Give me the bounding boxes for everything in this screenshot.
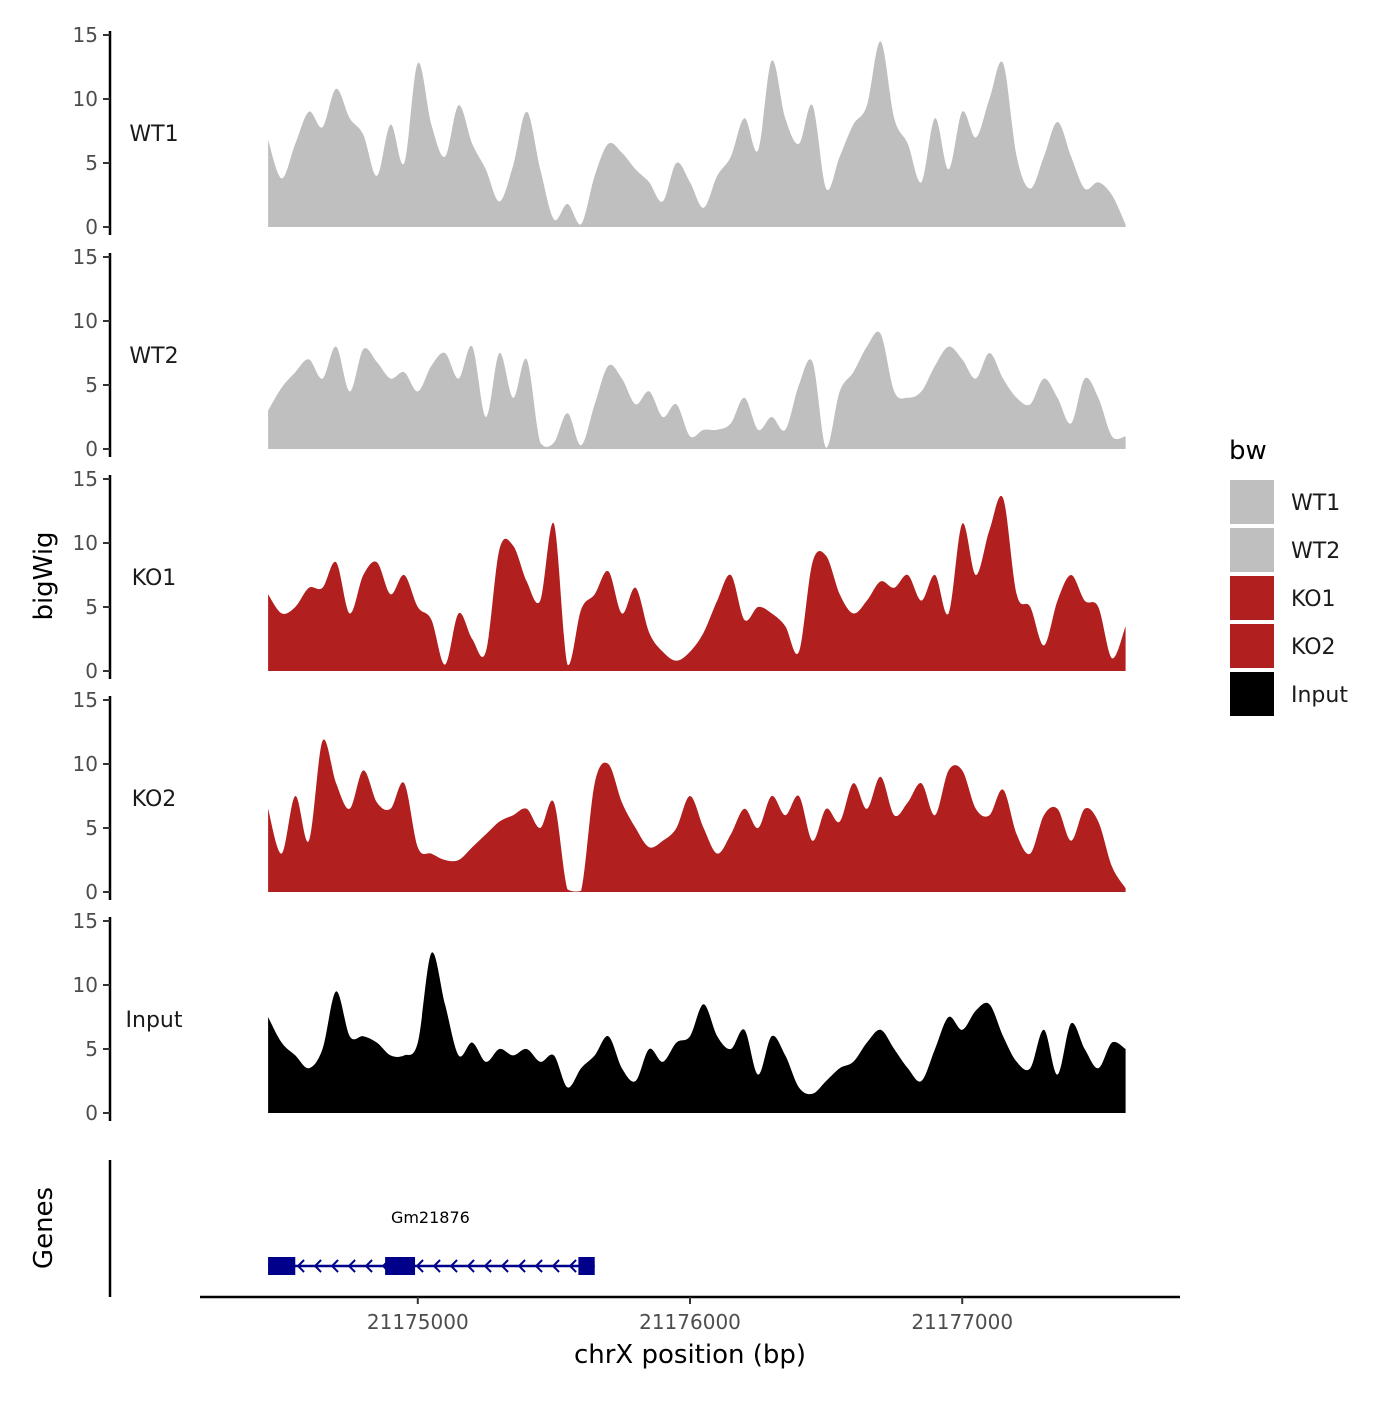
legend-swatch [1230,576,1274,620]
y-tick-label: 5 [85,595,98,619]
strand-arrow [415,1259,424,1273]
gene-exon [578,1257,595,1275]
signal-area-wt1 [268,41,1126,227]
strand-arrow [500,1259,509,1273]
strand-arrow [449,1259,458,1273]
gene-track: Gm21876 [108,1160,595,1297]
y-tick-label: 15 [73,909,98,933]
legend-swatch [1230,480,1274,524]
track-wt2: 0 5 10 15 WT2 [73,245,1126,461]
y-tick-label: 5 [85,373,98,397]
y-tick-label: 5 [85,816,98,840]
track-label: KO2 [132,787,177,812]
strand-arrow [330,1259,339,1273]
y-tick-label: 10 [73,87,98,111]
gene-gm21876: Gm21876 [268,1208,595,1275]
legend-item-ko2: KO2 [1230,624,1336,668]
legend-item-wt1: WT1 [1230,480,1340,524]
strand-arrow [364,1259,373,1273]
y-tick-label: 0 [85,1101,98,1125]
legend-swatch [1230,672,1274,716]
track-label: KO1 [132,566,177,591]
y-tick-label: 10 [73,973,98,997]
y-tick-label: 0 [85,659,98,683]
legend-title: bw [1229,436,1267,466]
legend-label: WT2 [1291,539,1340,564]
legend-item-wt2: WT2 [1230,528,1340,572]
strand-arrow [466,1259,475,1273]
track-ko1: 0 5 10 15 KO1 [73,467,1126,683]
track-input: 0 5 10 15 Input [73,909,1126,1125]
track-label: WT1 [129,122,178,147]
strand-arrow [313,1259,322,1273]
strand-arrow [296,1259,305,1273]
track-label: Input [126,1008,183,1033]
track-wt1: 0 5 10 15 WT1 [73,23,1126,239]
signal-area-ko1 [268,495,1126,671]
gene-exon [385,1257,416,1275]
legend-label: WT1 [1291,491,1340,516]
strand-arrow [551,1259,560,1273]
y-tick-label: 15 [73,23,98,47]
strand-arrow [483,1259,492,1273]
gene-name-label: Gm21876 [391,1208,470,1227]
signal-area-ko2 [268,739,1126,892]
y-tick-label: 15 [73,245,98,269]
legend-label: Input [1291,683,1348,708]
y-tick-label: 0 [85,437,98,461]
y-tick-label: 5 [85,151,98,175]
y-tick-label: 15 [73,688,98,712]
strand-arrow [432,1259,441,1273]
legend-swatch [1230,624,1274,668]
strand-arrow [568,1259,577,1273]
y-tick-label: 10 [73,531,98,555]
y-tick-label: 15 [73,467,98,491]
y-tick-label: 0 [85,880,98,904]
x-axis-title: chrX position (bp) [574,1340,806,1370]
x-tick-label: 21176000 [639,1310,741,1334]
genes-axis-title: Genes [29,1187,59,1269]
x-tick-label: 21177000 [911,1310,1013,1334]
legend-item-ko1: KO1 [1230,576,1336,620]
y-tick-label: 10 [73,309,98,333]
strand-arrow [517,1259,526,1273]
x-axis: 21175000 21176000 21177000 [200,1295,1180,1334]
x-tick-label: 21175000 [367,1310,469,1334]
legend: bw WT1 WT2 KO1 KO2 Input [1229,436,1348,716]
legend-item-input: Input [1230,672,1348,716]
legend-label: KO1 [1291,587,1336,612]
signal-tracks: 0 5 10 15 WT1 0 5 10 15 WT2 0 5 10 15 KO1 0 5 10 15 KO2 0 5 10… [73,23,1126,1125]
y-tick-label: 10 [73,752,98,776]
y-axis-title: bigWig [29,531,59,620]
signal-area-wt2 [268,331,1126,449]
gene-exon [268,1257,296,1275]
track-label: WT2 [129,344,178,369]
y-tick-label: 0 [85,215,98,239]
signal-area-input [268,952,1126,1113]
strand-arrow [534,1259,543,1273]
legend-swatch [1230,528,1274,572]
track-ko2: 0 5 10 15 KO2 [73,688,1126,904]
y-tick-label: 5 [85,1037,98,1061]
strand-arrow [347,1259,356,1273]
legend-label: KO2 [1291,635,1336,660]
